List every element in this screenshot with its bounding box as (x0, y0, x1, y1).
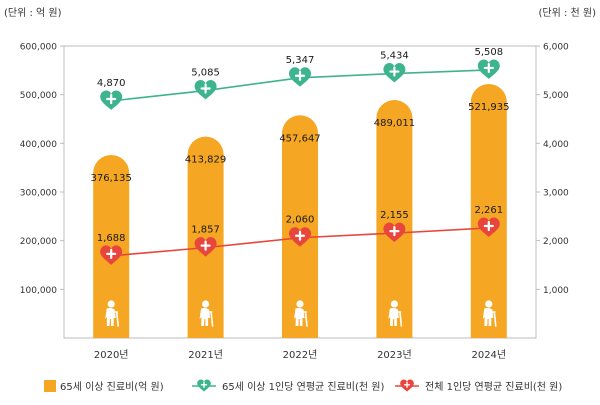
bar-value-label: 457,647 (279, 133, 320, 144)
heart-marker (400, 379, 414, 392)
plus-shape (483, 220, 494, 232)
right-tick-label: 6,000 (543, 43, 569, 53)
x-category-label: 2024년 (471, 349, 506, 361)
bar-2023년 (376, 100, 413, 338)
left-unit-label: (단위 : 억 원) (4, 6, 62, 19)
x-category-label: 2020년 (94, 349, 129, 361)
person-body-shape (199, 307, 211, 326)
heart-marker (477, 59, 500, 79)
x-category-label: 2023년 (377, 349, 412, 361)
legend-heart-1 (197, 379, 211, 392)
heart-marker (100, 245, 123, 265)
right-tick-label: 4,000 (543, 140, 569, 150)
legend-label-line-2: 전체 1인당 연평균 진료비(천 원) (425, 381, 562, 393)
elderly-person-icon (388, 300, 403, 327)
plus-shape (389, 66, 400, 77)
heart-marker (197, 379, 211, 392)
elderly-person-icon (105, 300, 119, 327)
right-tick-label: 5,000 (543, 91, 569, 101)
plus-shape (483, 62, 494, 74)
line-value-label: 5,508 (474, 47, 503, 58)
line-value-label: 1,857 (191, 225, 220, 236)
x-category-label: 2022년 (283, 349, 318, 361)
line-value-label: 2,261 (474, 205, 503, 216)
plus-shape (106, 93, 117, 105)
heart-marker (289, 227, 311, 247)
plus-shape (294, 230, 306, 241)
legend-label-line-1: 65세 이상 1인당 연평균 진료비(천 원) (222, 381, 384, 393)
elderly-person-icon (199, 300, 214, 327)
line-value-label: 4,870 (97, 78, 126, 89)
legend-swatch-bar (44, 380, 56, 392)
person-cane-shape (304, 311, 308, 327)
line-value-label: 5,085 (191, 68, 220, 79)
person-head-shape (390, 300, 398, 308)
line-value-label: 2,060 (286, 215, 315, 226)
person-head-shape (107, 300, 115, 308)
heart-marker (194, 237, 217, 257)
plus-shape (200, 381, 208, 388)
right-unit-label: (단위 : 천 원) (538, 6, 596, 19)
right-axis: 6,000 5,000 4,000 3,000 2,000 1,000 (536, 43, 569, 296)
line-series: 4,870 5,085 5,347 5,434 5,508 1,688 1,857 2,060… (97, 47, 503, 265)
plus-shape (200, 83, 211, 94)
left-tick-label: 600,000 (20, 43, 57, 53)
left-tick-label: 100,000 (20, 286, 57, 296)
bar-value-label: 413,829 (185, 155, 226, 166)
person-cane-shape (210, 311, 214, 327)
person-head-shape (296, 300, 304, 308)
plus-shape (403, 381, 411, 388)
left-tick-label: 500,000 (20, 91, 57, 101)
plus-shape (389, 226, 400, 237)
person-body-shape (294, 307, 305, 326)
bar-2020년 (93, 154, 130, 338)
person-cane-shape (399, 311, 403, 327)
elderly-person-icon (482, 300, 497, 327)
bar-series: 376,135 413,829 457,647 489,011 521,935 (91, 83, 509, 338)
bar-2024년 (470, 83, 507, 338)
bar-value-label: 376,135 (91, 173, 132, 184)
bar-value-label: 521,935 (468, 102, 509, 113)
heart-marker (383, 222, 406, 243)
line-value-label: 2,155 (380, 210, 409, 221)
plus-shape (200, 240, 211, 251)
legend-heart-2 (400, 379, 414, 392)
line-value-label: 5,434 (380, 51, 409, 62)
plus-shape (294, 70, 306, 81)
person-head-shape (202, 300, 210, 308)
right-tick-label: 3,000 (543, 189, 569, 199)
elderly-person-icon (294, 300, 308, 327)
person-body-shape (388, 307, 399, 326)
heart-marker (194, 80, 217, 100)
line-value-label: 1,688 (97, 233, 126, 244)
bar-2022년 (282, 115, 318, 338)
heart-marker (477, 217, 500, 237)
plus-shape (106, 248, 117, 259)
person-cane-shape (493, 311, 497, 327)
legend-label-bar: 65세 이상 진료비(억 원) (60, 381, 164, 393)
bar-2021년 (187, 136, 224, 338)
left-tick-label: 300,000 (20, 189, 57, 199)
left-axis: 600,000 500,000 400,000 300,000 200,000 100,0… (20, 43, 64, 296)
x-axis: 2020년 2021년 2022년 2023년 2024년 (94, 349, 506, 361)
right-tick-label: 2,000 (543, 237, 569, 247)
line-value-label: 5,347 (286, 55, 315, 66)
person-body-shape (105, 307, 116, 326)
person-body-shape (482, 307, 494, 326)
x-category-label: 2021년 (188, 349, 223, 361)
heart-marker (289, 67, 311, 87)
right-tick-label: 1,000 (543, 286, 569, 296)
person-cane-shape (115, 311, 119, 327)
bar-value-label: 489,011 (374, 118, 415, 129)
heart-marker (383, 63, 406, 83)
legend: 65세 이상 진료비(억 원) 65세 이상 1인당 연평균 진료비(천 원) 전체… (44, 379, 562, 393)
left-tick-label: 200,000 (20, 237, 57, 247)
heart-marker (100, 90, 123, 110)
person-head-shape (485, 300, 493, 308)
left-tick-label: 400,000 (20, 140, 57, 150)
